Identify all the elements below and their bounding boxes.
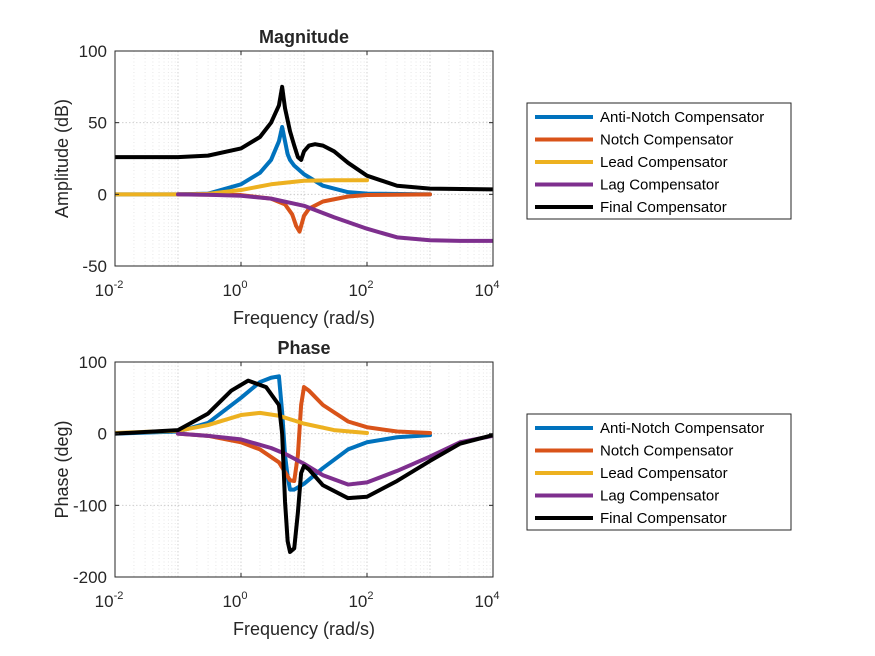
legend-entry: Notch Compensator [535, 132, 733, 149]
legend-entry: Final Compensator [535, 199, 727, 216]
series-line-notch-compensator [176, 385, 432, 483]
y-tick-label: 0 [98, 425, 107, 444]
phase-plot: 10-2 100 102 104 -200 -100 0 100 Phase Frequency … [52, 338, 792, 639]
x-tick-label: 10-2 [95, 590, 124, 611]
y-axis-label: Amplitude (dB) [52, 99, 72, 218]
legend-label: Anti-Notch Compensator [600, 420, 764, 437]
axes-box [114, 361, 494, 578]
x-tick-label: 104 [474, 590, 499, 611]
series-line-final-compensator [115, 378, 493, 554]
x-tick-label: 102 [348, 590, 373, 611]
x-tick-label: 10-2 [95, 279, 124, 300]
legend-label: Lead Compensator [600, 465, 728, 482]
series-group [115, 374, 493, 554]
legend-entry: Lead Compensator [535, 465, 728, 482]
legend-entry: Lead Compensator [535, 154, 728, 171]
legend-label: Anti-Notch Compensator [600, 109, 764, 126]
series-line-anti-notch-compensator [115, 374, 432, 492]
legend: Anti-Notch Compensator Notch Compensator L… [526, 413, 792, 531]
x-tick-label: 102 [348, 279, 373, 300]
y-tick-label: 0 [98, 185, 107, 204]
legend-entry: Lag Compensator [535, 177, 719, 194]
x-axis-label: Frequency (rad/s) [233, 619, 375, 639]
legend-label: Final Compensator [600, 199, 727, 216]
legend: Anti-Notch Compensator Notch Compensator L… [526, 102, 792, 220]
y-tick-label: -200 [73, 568, 107, 587]
legend-entry: Lag Compensator [535, 488, 719, 505]
y-axis-label: Phase (deg) [52, 420, 72, 518]
axes-box [114, 50, 494, 267]
legend-label: Final Compensator [600, 510, 727, 527]
legend-label: Lag Compensator [600, 177, 719, 194]
magnitude-plot: 10-2 100 102 104 -50 0 50 100 Magnitude Frequency… [52, 27, 792, 328]
legend-entry: Anti-Notch Compensator [535, 109, 764, 126]
legend-label: Notch Compensator [600, 443, 733, 460]
legend-label: Notch Compensator [600, 132, 733, 149]
x-tick-label: 100 [222, 590, 247, 611]
x-tick-label: 100 [222, 279, 247, 300]
series-line-lag-compensator [176, 431, 493, 487]
x-axis-label: Frequency (rad/s) [233, 308, 375, 328]
series-group [115, 84, 493, 243]
series-line-lead-compensator [115, 410, 369, 435]
y-tick-label: -100 [73, 496, 107, 515]
legend-label: Lead Compensator [600, 154, 728, 171]
legend-entry: Anti-Notch Compensator [535, 420, 764, 437]
series-line-final-compensator [115, 84, 493, 192]
x-tick-label: 104 [474, 279, 499, 300]
chart-title: Phase [277, 338, 330, 358]
y-tick-label: -50 [82, 257, 107, 276]
y-tick-label: 100 [79, 42, 107, 61]
y-tick-label: 50 [88, 114, 107, 133]
series-line-anti-notch-compensator [115, 124, 432, 197]
series-line-lag-compensator [176, 192, 493, 243]
legend-label: Lag Compensator [600, 488, 719, 505]
y-tick-label: 100 [79, 353, 107, 372]
legend-entry: Notch Compensator [535, 443, 733, 460]
chart-title: Magnitude [259, 27, 349, 47]
legend-entry: Final Compensator [535, 510, 727, 527]
